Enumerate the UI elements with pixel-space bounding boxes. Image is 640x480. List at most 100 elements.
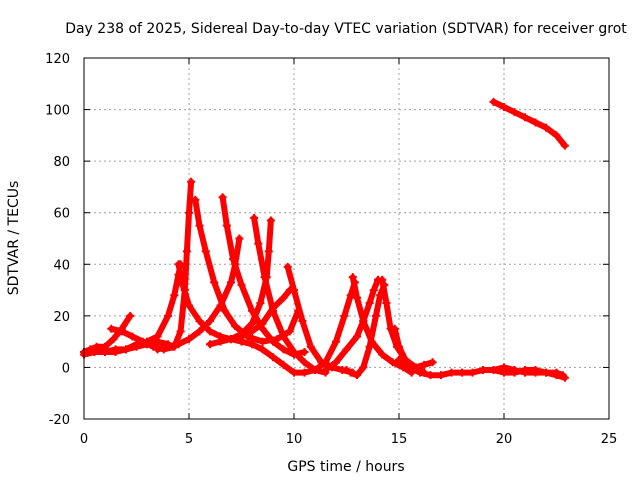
y-tick-label: 120 — [45, 52, 70, 67]
data-point — [195, 317, 204, 326]
data-point — [185, 301, 193, 310]
data-point — [489, 366, 498, 375]
series-line — [219, 194, 308, 358]
data-point — [248, 340, 256, 349]
data-point — [342, 345, 351, 354]
data-point — [468, 368, 477, 377]
data-point — [348, 273, 357, 282]
data-point — [311, 366, 319, 375]
data-point — [378, 275, 387, 284]
x-tick-label: 25 — [601, 432, 618, 447]
series-trace-20 — [489, 97, 569, 150]
data-point — [256, 298, 265, 307]
data-point — [300, 358, 309, 367]
data-point — [178, 280, 187, 289]
data-point — [283, 262, 292, 271]
data-point — [218, 193, 227, 202]
data-point — [122, 345, 130, 354]
data-point — [227, 335, 235, 344]
data-point — [235, 234, 244, 243]
data-point — [447, 368, 456, 377]
y-tick-label: -20 — [49, 413, 70, 428]
data-point — [237, 337, 246, 346]
data-point — [552, 368, 561, 377]
data-point — [510, 368, 519, 377]
data-series — [80, 97, 569, 382]
data-point — [332, 337, 340, 346]
data-point — [195, 221, 204, 230]
data-point — [117, 327, 126, 336]
data-point — [346, 368, 355, 377]
data-point — [479, 366, 487, 375]
data-point — [170, 291, 179, 300]
data-point — [174, 260, 183, 269]
data-point — [388, 358, 397, 367]
data-point — [101, 347, 109, 356]
data-point — [187, 177, 196, 186]
data-point — [359, 363, 368, 372]
data-point — [300, 368, 309, 377]
data-point — [269, 306, 277, 315]
data-point — [279, 332, 288, 341]
x-tick-label: 20 — [496, 432, 513, 447]
data-point — [176, 327, 185, 336]
y-axis-title: SDTVAR / TECUs — [6, 181, 22, 296]
x-tick-label: 10 — [286, 432, 303, 447]
data-point — [206, 327, 214, 336]
data-point — [195, 327, 204, 336]
x-tick-label: 15 — [391, 432, 408, 447]
data-point — [185, 335, 193, 344]
data-point — [367, 337, 376, 346]
data-point — [428, 358, 437, 367]
series-trace-12 — [227, 278, 359, 377]
series-line — [154, 235, 243, 353]
x-axis-title: GPS time / hours — [287, 459, 404, 475]
data-point — [552, 131, 561, 140]
data-point — [243, 332, 252, 341]
y-tick-label: 100 — [45, 104, 70, 119]
data-point — [266, 216, 275, 225]
data-point — [521, 113, 529, 122]
data-point — [185, 208, 193, 217]
data-point — [164, 342, 172, 351]
data-point — [248, 319, 256, 328]
data-point — [264, 247, 273, 256]
data-point — [306, 342, 315, 351]
data-point — [558, 371, 567, 380]
data-point — [126, 311, 135, 320]
data-point — [254, 239, 263, 248]
data-point — [359, 317, 368, 326]
data-point — [279, 293, 288, 302]
series-trace-19 — [489, 366, 567, 380]
data-point — [416, 368, 424, 377]
data-point — [109, 335, 118, 344]
grid — [84, 58, 609, 419]
data-point — [290, 347, 298, 356]
data-point — [227, 278, 235, 287]
data-point — [290, 286, 298, 295]
series-trace-15 — [321, 275, 382, 375]
data-point — [378, 350, 387, 359]
data-point — [237, 329, 246, 338]
data-point — [290, 368, 298, 377]
data-point — [216, 337, 225, 346]
data-point — [220, 306, 229, 315]
y-tick-label: 60 — [53, 207, 70, 222]
data-point — [206, 340, 214, 349]
data-point — [353, 371, 361, 380]
data-point — [258, 345, 267, 354]
data-point — [285, 327, 294, 336]
data-point — [153, 337, 162, 346]
data-point — [489, 97, 498, 106]
data-point — [365, 298, 374, 307]
data-point — [90, 347, 99, 356]
data-point — [542, 368, 550, 377]
data-point — [332, 358, 340, 367]
data-point — [405, 363, 414, 372]
y-tick-label: 40 — [53, 258, 70, 273]
data-point — [560, 141, 569, 150]
data-point — [191, 195, 200, 204]
data-point — [390, 324, 399, 333]
y-tick-label: 80 — [53, 155, 70, 170]
data-point — [531, 366, 540, 375]
